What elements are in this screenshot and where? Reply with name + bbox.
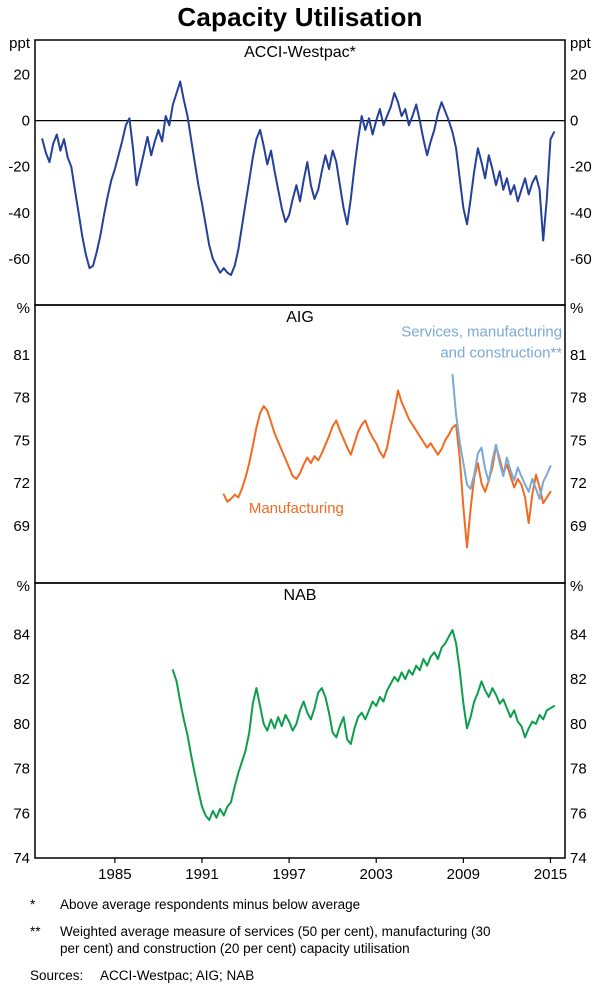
- sources-label: Sources:: [30, 967, 84, 983]
- panel-frame-nab: [34, 582, 566, 859]
- ytick-left-nab-78: 78: [13, 761, 30, 778]
- series-line-acci-westpac-net-balance: [41, 80, 556, 276]
- xtick-label-1991: 1991: [185, 866, 218, 883]
- ytick-left-acci-westpac--60: -60: [8, 251, 30, 268]
- sources-line: Sources: ACCI-Westpac; AIG; NAB: [30, 967, 575, 985]
- series-line-services-manufacturing-and-construction: [451, 373, 552, 500]
- footnote-1-text: Above average respondents minus below av…: [60, 897, 361, 912]
- ytick-left-aig-69: 69: [13, 518, 30, 535]
- ytick-left-aig-72: 72: [13, 475, 30, 492]
- chart-title: Capacity Utilisation: [177, 2, 423, 32]
- panel-title-nab: NAB: [284, 587, 317, 604]
- unit-label-left-acci-westpac: ppt: [9, 35, 31, 52]
- footnote-1-marker: *: [30, 897, 36, 912]
- ytick-right-nab-84: 84: [570, 626, 587, 643]
- annotation-and-construction: and construction**: [440, 344, 562, 361]
- ytick-right-acci-westpac--60: -60: [570, 251, 592, 268]
- unit-label-right-nab: %: [570, 578, 583, 595]
- unit-label-right-aig: %: [570, 300, 583, 317]
- panel-title-acci-westpac: ACCI-Westpac*: [244, 44, 356, 61]
- ytick-right-nab-80: 80: [570, 716, 587, 733]
- ytick-right-acci-westpac--20: -20: [570, 159, 592, 176]
- ytick-left-aig-78: 78: [13, 390, 30, 407]
- ytick-right-nab-82: 82: [570, 671, 587, 688]
- footnote-1: * Above average respondents minus below …: [30, 896, 575, 914]
- xtick-label-2009: 2009: [447, 866, 480, 883]
- ytick-left-acci-westpac--20: -20: [8, 159, 30, 176]
- ytick-left-acci-westpac-20: 20: [13, 67, 30, 84]
- ytick-left-nab-84: 84: [13, 626, 30, 643]
- ytick-right-acci-westpac-0: 0: [570, 113, 578, 130]
- ytick-right-aig-75: 75: [570, 432, 587, 449]
- ytick-right-nab-78: 78: [570, 761, 587, 778]
- footnote-2: ** Weighted average measure of services …: [30, 923, 575, 958]
- footnotes: * Above average respondents minus below …: [30, 896, 575, 991]
- ytick-left-acci-westpac--40: -40: [8, 205, 30, 222]
- ytick-right-acci-westpac-20: 20: [570, 67, 587, 84]
- ytick-left-nab-82: 82: [13, 671, 30, 688]
- sources-text: ACCI-Westpac; AIG; NAB: [100, 967, 255, 983]
- annotation-manufacturing: Manufacturing: [249, 500, 344, 517]
- footnote-2-text: Weighted average measure of services (50…: [60, 923, 491, 957]
- footnote-2-marker: **: [30, 923, 41, 939]
- panel-title-aig: AIG: [286, 309, 314, 326]
- ytick-left-acci-westpac-0: 0: [22, 113, 30, 130]
- unit-label-left-nab: %: [17, 578, 30, 595]
- xtick-label-1997: 1997: [272, 866, 305, 883]
- ytick-left-nab-80: 80: [13, 716, 30, 733]
- xtick-label-2015: 2015: [534, 866, 567, 883]
- ytick-left-nab-76: 76: [13, 805, 30, 822]
- xtick-label-2003: 2003: [360, 866, 393, 883]
- ytick-right-aig-69: 69: [570, 518, 587, 535]
- series-line-nab-capacity-utilisation: [171, 629, 556, 821]
- unit-label-right-acci-westpac: ppt: [570, 35, 592, 52]
- ytick-right-aig-78: 78: [570, 390, 587, 407]
- annotation-services-manufacturing: Services, manufacturing: [401, 323, 562, 340]
- ytick-right-nab-74: 74: [570, 850, 587, 867]
- chart-canvas: ACCI-Westpac* ppt ppt 20 20 0 0 -20 -20 -40 -40 -60…: [8, 35, 592, 883]
- ytick-left-aig-75: 75: [13, 432, 30, 449]
- xtick-label-1985: 1985: [98, 866, 131, 883]
- ytick-right-aig-72: 72: [570, 475, 587, 492]
- unit-label-left-aig: %: [17, 300, 30, 317]
- ytick-left-aig-81: 81: [13, 347, 30, 364]
- ytick-left-nab-74: 74: [13, 850, 30, 867]
- ytick-right-acci-westpac--40: -40: [570, 205, 592, 222]
- ytick-right-nab-76: 76: [570, 805, 587, 822]
- ytick-right-aig-81: 81: [570, 347, 587, 364]
